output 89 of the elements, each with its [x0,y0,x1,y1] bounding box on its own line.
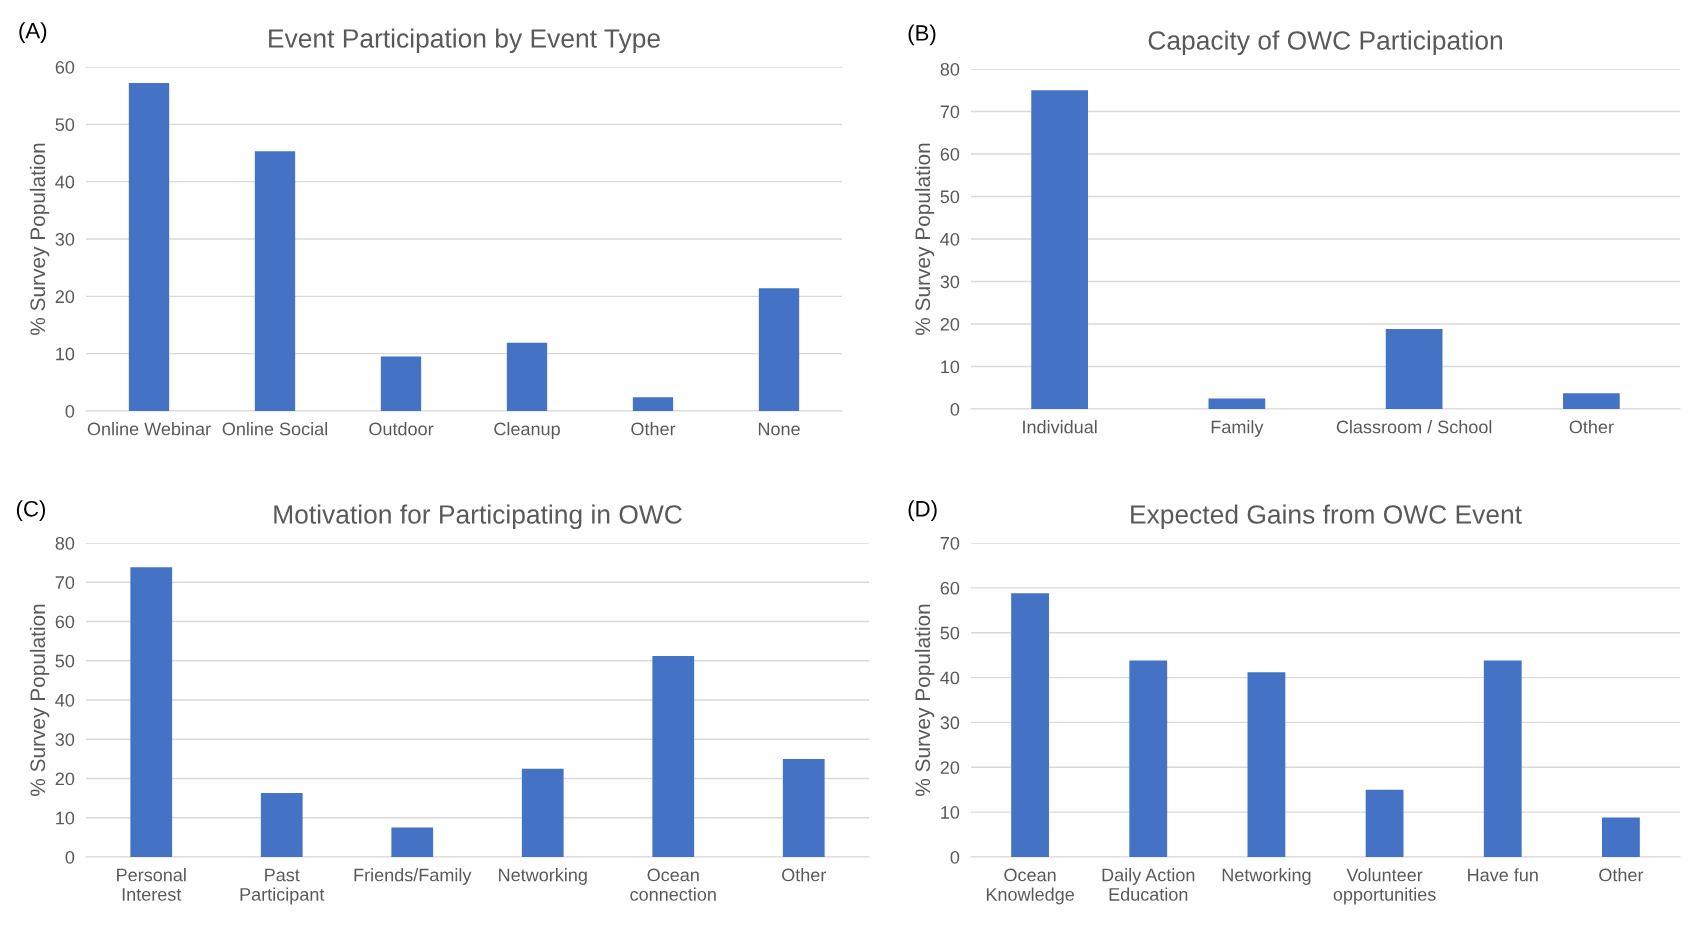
bar [1365,789,1404,857]
y-tick-label: 20 [940,317,960,331]
y-axis-title: % Survey Population [914,143,935,335]
x-tick-label: Networking [1222,868,1311,885]
y-tick-label: 0 [950,402,960,416]
bar [652,656,695,857]
y-tick-label: 50 [940,626,960,640]
y-tick-label: 10 [941,806,960,819]
y-tick-label: 50 [55,654,75,668]
x-tick-label: Online Social [222,422,327,436]
x-tick-label: Have fun [1468,868,1538,882]
y-axis-title: % Survey Population [914,604,935,796]
y-tick-label: 10 [56,811,75,825]
y-tick-label: 10 [941,360,960,374]
text: (C) [16,500,45,522]
x-tick-label: Daily Action Education [1102,868,1195,901]
y-tick-label: 0 [65,850,75,864]
bar [782,758,825,857]
y-tick-label: 60 [940,147,960,161]
y-tick-label: 40 [940,232,960,246]
y-tick-label: 20 [55,290,75,304]
x-tick-label: Family [1211,420,1264,437]
x-tick-label: Volunteer opportunities [1333,868,1436,905]
bar [521,768,564,857]
text: (A) [19,22,47,43]
x-tick-label: Past Participant [240,868,325,905]
bar [1602,817,1640,857]
y-tick-label: 70 [940,105,960,119]
bar [1385,329,1443,409]
bar [1208,398,1266,409]
bar [1031,90,1088,409]
y-tick-label: 40 [55,175,75,189]
y-tick-label: 20 [940,761,960,775]
chart-title: Motivation for Participating in OWC [274,504,682,530]
x-tick-label: Networking [499,868,587,885]
y-tick-label: 0 [65,404,75,418]
bar [1129,660,1168,857]
x-tick-label: Ocean Knowledge [986,868,1074,905]
y-tick-label: 80 [55,536,75,550]
x-tick-label: Cleanup [494,422,560,439]
y-tick-label: 70 [55,576,75,589]
bar [1563,393,1620,409]
y-tick-label: 20 [55,772,75,786]
y-tick-label: 60 [940,581,960,595]
x-tick-label: Online Webinar [87,422,211,436]
y-tick-label: 30 [55,733,75,746]
bar [380,356,422,411]
x-tick-label: Other [1569,420,1614,434]
bar [506,342,548,411]
y-axis-title: % Survey Population [29,604,50,796]
x-tick-label: Individual [1023,420,1097,434]
y-tick-label: 50 [55,118,75,132]
y-tick-label: 40 [55,693,75,707]
chart-title: Expected Gains from OWC Event [1131,504,1522,530]
bar [391,827,434,857]
y-tick-label: 30 [940,275,960,289]
y-tick-label: 60 [55,60,75,74]
x-tick-label: Other [782,868,827,882]
chart-title: Event Participation by Event Type [269,28,660,54]
y-tick-label: 60 [55,615,75,629]
bar [758,288,800,411]
bar [260,793,303,857]
x-tick-label: Personal Interest [117,868,186,901]
text: (B) [908,24,936,46]
bar [254,151,296,411]
y-tick-label: 0 [950,850,960,864]
x-tick-label: Classroom / School [1336,420,1492,434]
y-tick-label: 30 [55,232,75,246]
bar [1483,660,1522,857]
y-tick-label: 70 [940,536,960,550]
bar [1011,593,1049,857]
x-tick-label: Other [631,422,676,436]
chart-title: Capacity of OWC Participation [1148,30,1502,56]
text: (D) [908,500,937,522]
bar [1247,672,1286,857]
x-tick-label: Ocean connection [630,868,716,901]
x-tick-label: None [758,422,800,436]
y-tick-label: 30 [940,716,960,730]
bar [632,397,674,411]
x-tick-label: Friends/Family [354,868,472,885]
y-tick-label: 80 [940,62,960,76]
y-tick-label: 50 [940,190,960,204]
y-tick-label: 10 [56,347,75,361]
x-tick-label: Other [1599,868,1644,882]
y-tick-label: 40 [940,671,960,685]
bar [128,83,170,411]
y-axis-title: % Survey Population [29,143,50,335]
bar [130,567,173,857]
x-tick-label: Outdoor [369,422,434,436]
